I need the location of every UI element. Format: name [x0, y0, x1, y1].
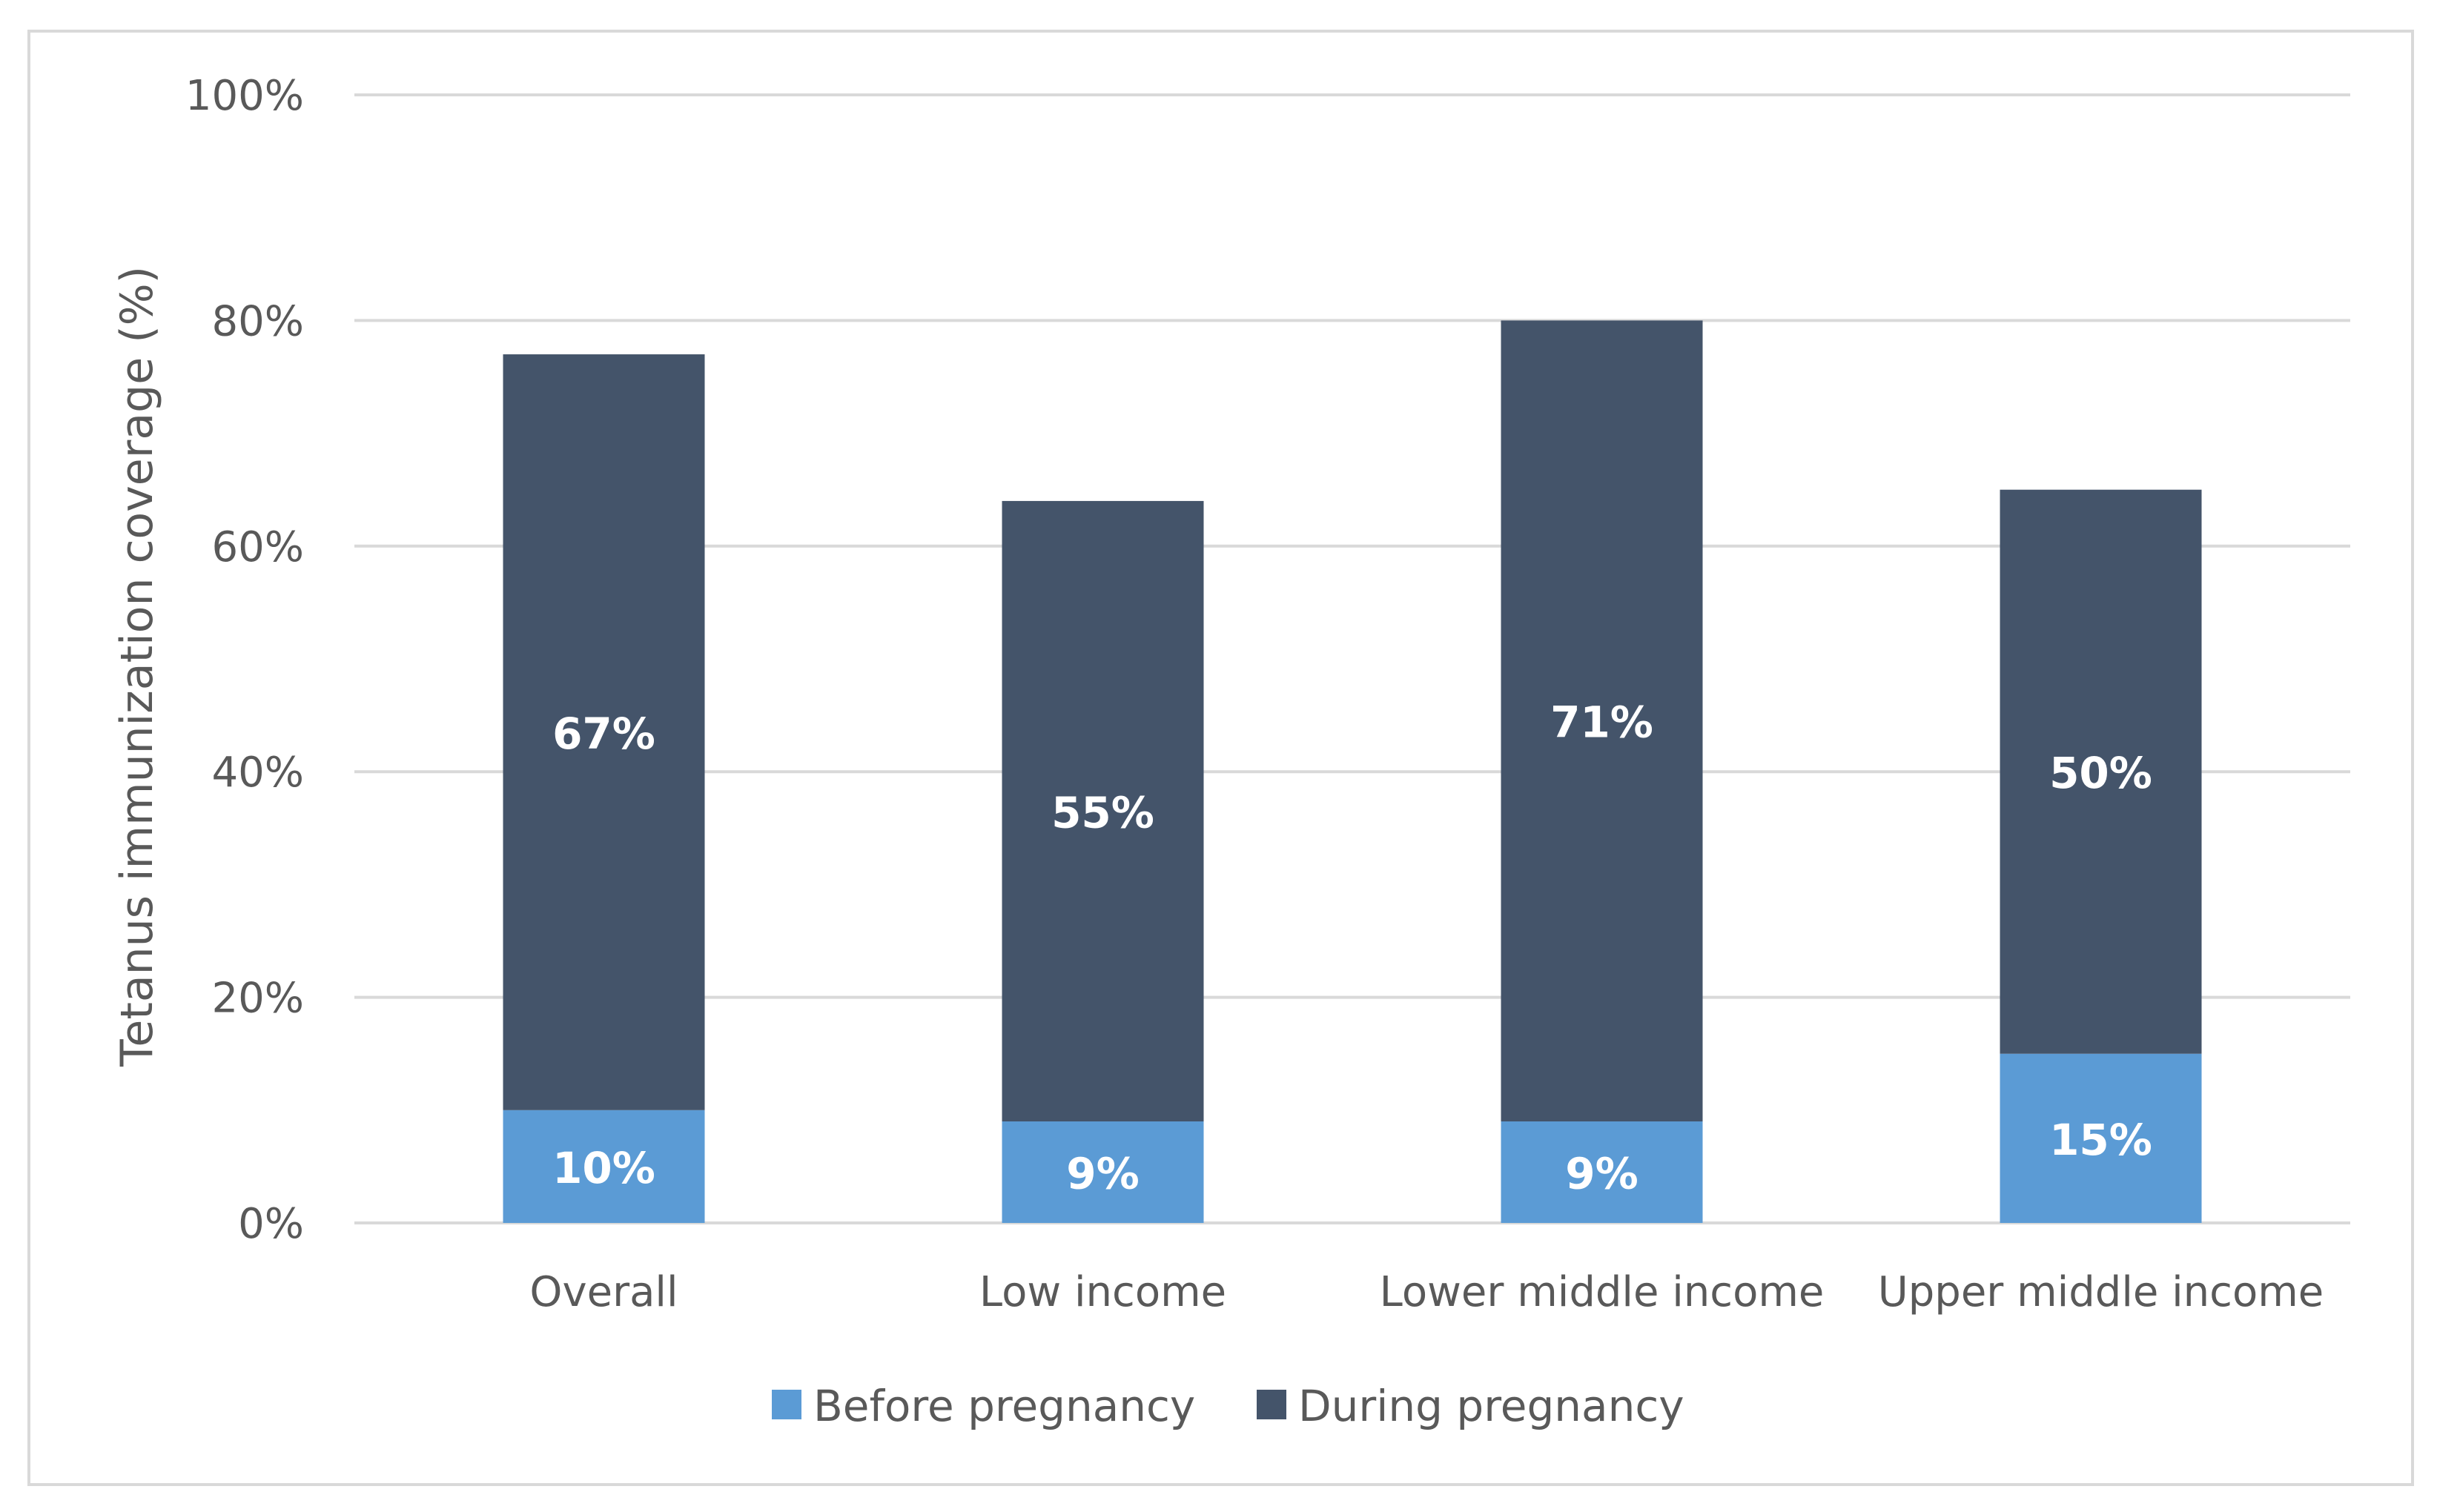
- y-tick-label: 60%: [212, 523, 304, 571]
- data-label: 10%: [552, 1143, 655, 1193]
- legend-label: During pregnancy: [1298, 1381, 1684, 1431]
- y-tick-label: 20%: [212, 975, 304, 1023]
- legend-swatch: [1257, 1390, 1286, 1419]
- x-category-label: Low income: [979, 1268, 1226, 1316]
- bar-during-pregnancy-overall: [503, 354, 705, 1110]
- x-axis-categories: Overall Low income Lower middle income Uppe…: [529, 1268, 2324, 1316]
- data-label: 9%: [1565, 1149, 1638, 1199]
- legend-item-during-pregnancy: During pregnancy: [1257, 1381, 1684, 1431]
- x-category-label: Lower middle income: [1380, 1268, 1825, 1316]
- data-label: 71%: [1550, 697, 1653, 748]
- y-tick-label: 0%: [238, 1200, 304, 1248]
- bars: [503, 320, 2202, 1223]
- bar-before-pregnancy-lower-middle-income: [1501, 1121, 1703, 1223]
- x-category-label: Upper middle income: [1878, 1268, 2324, 1316]
- legend-swatch: [772, 1390, 801, 1419]
- bar-before-pregnancy-low-income: [1002, 1121, 1204, 1223]
- legend-item-before-pregnancy: Before pregnancy: [772, 1381, 1195, 1431]
- y-axis-title: Tetanus immunization coverage (%): [111, 266, 163, 1067]
- x-category-label: Overall: [529, 1268, 678, 1316]
- y-axis-ticks: 0% 20% 40% 60% 80% 100%: [185, 72, 304, 1248]
- bar-before-pregnancy-upper-middle-income: [2000, 1053, 2202, 1223]
- bar-during-pregnancy-low-income: [1002, 500, 1204, 1122]
- data-label: 55%: [1051, 787, 1154, 838]
- legend: Before pregnancy During pregnancy: [772, 1381, 1684, 1431]
- data-label: 67%: [552, 709, 655, 759]
- data-label: 15%: [2049, 1115, 2152, 1165]
- data-labels: 10% 67% 9% 55% 9% 71% 15% 50%: [552, 697, 2152, 1199]
- data-label: 9%: [1066, 1149, 1139, 1199]
- data-label: 50%: [2049, 748, 2152, 798]
- bar-during-pregnancy-upper-middle-income: [2000, 489, 2202, 1054]
- y-tick-label: 80%: [212, 297, 304, 345]
- y-tick-label: 100%: [185, 72, 304, 120]
- bar-before-pregnancy-overall: [503, 1110, 705, 1223]
- y-tick-label: 40%: [212, 749, 304, 797]
- bar-during-pregnancy-lower-middle-income: [1501, 320, 1703, 1122]
- legend-label: Before pregnancy: [813, 1381, 1195, 1431]
